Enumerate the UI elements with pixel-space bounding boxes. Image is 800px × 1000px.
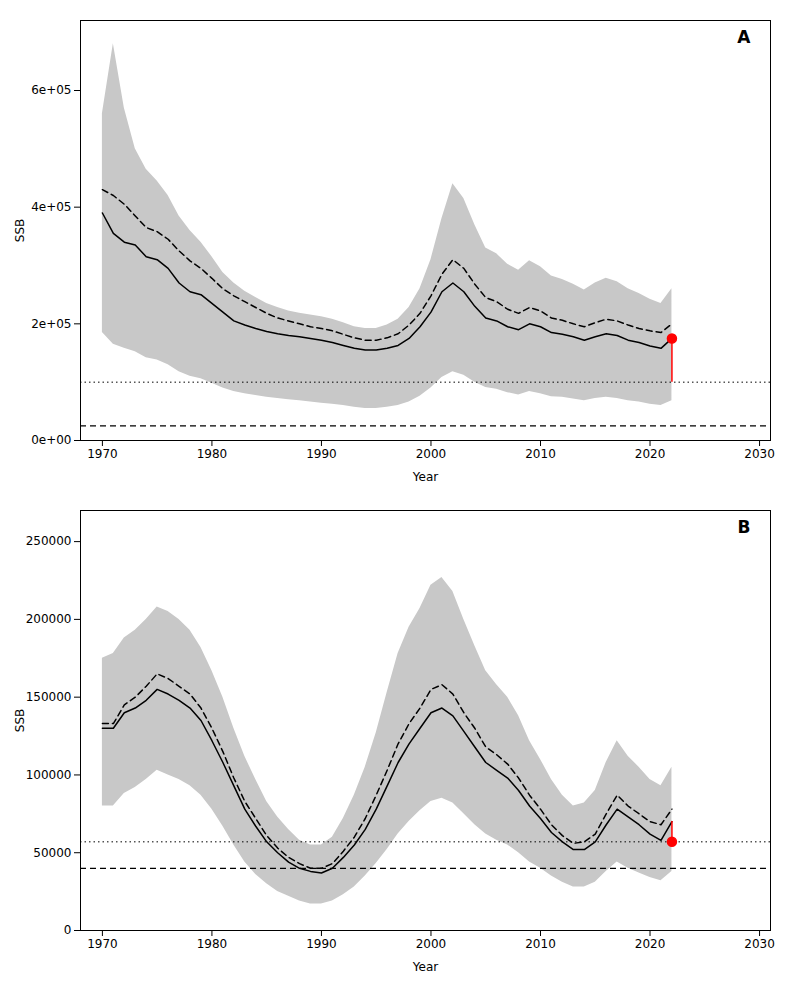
svg-text:0e+00: 0e+00 <box>31 433 71 447</box>
svg-text:2000: 2000 <box>416 937 447 951</box>
svg-text:6e+05: 6e+05 <box>31 83 71 97</box>
svg-text:1980: 1980 <box>197 937 228 951</box>
svg-text:B: B <box>738 517 751 537</box>
svg-text:150000: 150000 <box>26 690 72 704</box>
svg-text:2000: 2000 <box>416 447 447 461</box>
svg-text:0: 0 <box>64 923 72 937</box>
svg-text:2020: 2020 <box>635 937 666 951</box>
svg-text:2020: 2020 <box>635 447 666 461</box>
svg-text:100000: 100000 <box>26 768 72 782</box>
svg-text:Year: Year <box>412 960 438 974</box>
svg-text:1990: 1990 <box>306 937 337 951</box>
svg-text:2e+05: 2e+05 <box>31 317 71 331</box>
svg-text:2010: 2010 <box>525 937 556 951</box>
svg-text:250000: 250000 <box>26 534 72 548</box>
svg-text:1990: 1990 <box>306 447 337 461</box>
svg-text:1980: 1980 <box>197 447 228 461</box>
svg-text:4e+05: 4e+05 <box>31 200 71 214</box>
svg-text:SSB: SSB <box>13 219 27 242</box>
svg-text:A: A <box>737 27 751 47</box>
svg-text:Year: Year <box>412 470 438 484</box>
svg-text:SSB: SSB <box>13 709 27 732</box>
svg-text:50000: 50000 <box>33 846 71 860</box>
svg-text:2010: 2010 <box>525 447 556 461</box>
svg-text:200000: 200000 <box>26 612 72 626</box>
svg-text:1970: 1970 <box>87 447 118 461</box>
svg-text:2030: 2030 <box>744 937 775 951</box>
svg-text:2030: 2030 <box>744 447 775 461</box>
svg-text:1970: 1970 <box>87 937 118 951</box>
